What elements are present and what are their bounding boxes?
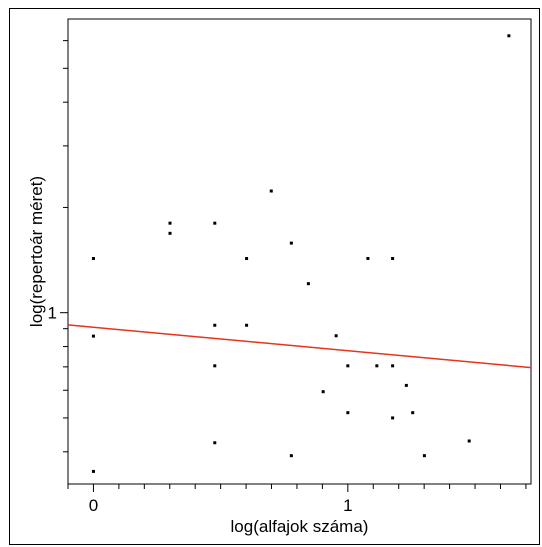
data-point: [213, 364, 217, 368]
y-axis-title: log(repertoár méret): [27, 176, 46, 327]
data-point: [306, 282, 310, 286]
data-point: [168, 221, 172, 225]
data-point: [269, 189, 273, 193]
data-point: [411, 411, 415, 415]
trendline-group: [67, 324, 532, 369]
plot-box: [67, 18, 532, 485]
ticks: [60, 40, 527, 492]
data-point: [91, 469, 95, 473]
data-point: [375, 364, 379, 368]
x-tick-label: 0: [89, 496, 98, 515]
data-point: [422, 454, 426, 458]
data-point: [213, 441, 217, 445]
data-point: [213, 221, 217, 225]
data-point: [168, 231, 172, 235]
data-point: [507, 34, 511, 38]
y-tick-label: 1: [48, 304, 57, 323]
trendline: [67, 324, 532, 369]
data-point: [391, 416, 395, 420]
data-point: [346, 411, 350, 415]
data-point: [91, 256, 95, 260]
data-point: [289, 454, 293, 458]
data-point: [245, 256, 249, 260]
data-point: [245, 323, 249, 327]
plot-area: 0 1 1: [48, 18, 532, 515]
data-point: [346, 364, 350, 368]
x-axis-title: log(alfajok száma): [231, 517, 369, 536]
data-point: [91, 334, 95, 338]
data-point: [289, 241, 293, 245]
tick-labels: 0 1 1: [48, 304, 353, 515]
x-tick-label: 1: [343, 496, 352, 515]
data-points: [91, 34, 511, 473]
data-point: [404, 383, 408, 387]
chart-frame: [9, 8, 540, 545]
data-point: [334, 334, 338, 338]
data-point: [391, 256, 395, 260]
data-point: [467, 439, 471, 443]
data-point: [391, 364, 395, 368]
data-point: [366, 256, 370, 260]
data-point: [321, 390, 325, 394]
data-point: [213, 323, 217, 327]
